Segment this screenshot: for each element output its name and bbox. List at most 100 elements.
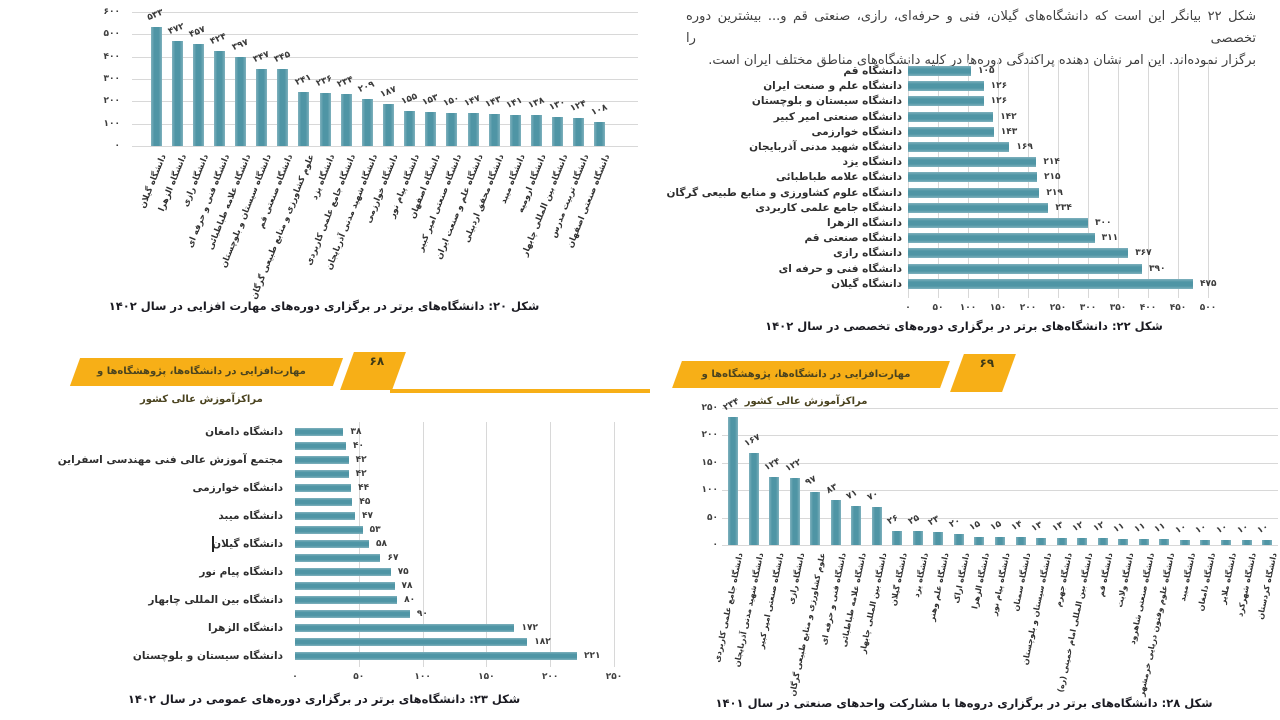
category-label: دانشگاه کردستان (1255, 552, 1279, 621)
chart-figure-23: شکل ۲۳: دانشگاه‌های برتر در برگزاری دوره… (0, 395, 648, 720)
page-69-number-badge: ۶۹ (950, 354, 1016, 392)
bar-value-label: ۱۲۴ (762, 456, 783, 474)
bar (235, 57, 247, 146)
chart-figure-22: شکل ۲۲: دانشگاه‌های برتر در برگزاری دوره… (648, 52, 1280, 352)
chart-figure-20: شکل ۲۰: دانشگاه‌های برتر در برگزاری دوره… (0, 0, 648, 352)
bar-value-label: ۱۶۹ (1016, 142, 1033, 152)
bar (1138, 538, 1149, 545)
bar (908, 142, 1010, 152)
bar (908, 263, 1142, 274)
figure-20-caption: شکل ۲۰: دانشگاه‌های برتر در برگزاری دوره… (108, 299, 540, 313)
bar-value-label: ۳۹۷ (230, 37, 250, 54)
bar-value-label: ۱۱ (1153, 521, 1168, 536)
bar (908, 81, 984, 92)
gridline (1178, 60, 1179, 298)
bar (277, 68, 289, 146)
gridline (1058, 60, 1059, 298)
bar (908, 202, 1049, 213)
bar-value-label: ۲۲۱ (583, 650, 601, 661)
y-axis-tick-label: ۱۵۰ (701, 457, 718, 468)
category-label: دانشگاه اراک (951, 552, 971, 605)
gridline (1088, 60, 1089, 298)
bar (361, 99, 373, 146)
x-axis-tick-label: ۲۰۰ (1019, 303, 1037, 313)
bar-value-label: ۷۵ (397, 566, 409, 577)
bar (425, 111, 437, 146)
bar-value-label: ۵۳ (369, 524, 381, 535)
bar (912, 531, 923, 545)
bar (295, 568, 391, 576)
bar-value-label: ۱۱ (1132, 521, 1148, 536)
bar (908, 278, 1193, 289)
x-axis-tick-label: ۵۰ (932, 303, 944, 313)
bar-value-label: ۱۳ (1050, 519, 1065, 534)
x-axis-tick-label: ۳۵۰ (1109, 303, 1127, 313)
bar-value-label: ۱۳ (1029, 519, 1045, 534)
row-label: دانشگاه خوارزمی (811, 125, 902, 138)
x-axis-tick-label: ۱۵۰ (478, 672, 495, 682)
bar (892, 530, 903, 545)
bar (908, 233, 1095, 244)
bar (319, 93, 331, 146)
gridline (1118, 60, 1119, 298)
bar (1200, 539, 1211, 545)
bar (769, 477, 780, 545)
bar-value-label: ۱۷۲ (521, 622, 538, 633)
bar-value-label: ۲۰۹ (357, 79, 377, 96)
bar-value-label: ۱۲ (1091, 520, 1106, 535)
y-axis-tick-label: ۰ (712, 540, 719, 550)
bar (830, 499, 841, 545)
gridline (550, 422, 552, 667)
bar (298, 92, 310, 146)
x-axis-tick-label: ۲۵۰ (605, 672, 623, 682)
gridline (722, 490, 1278, 492)
bar (171, 40, 183, 146)
row-label: دانشگاه الزهرا (826, 217, 902, 229)
row-label: دانشگاه سیستان و بلوچستان (132, 649, 283, 662)
y-axis-tick-label: ۶۰۰ (103, 7, 120, 18)
bar-value-label: ۱۰ (1173, 521, 1189, 536)
bar (295, 638, 528, 646)
bar-value-label: ۱۴۳ (484, 94, 504, 111)
bar-value-label: ۱۴۷ (462, 93, 483, 110)
bar-value-label: ۲۵ (906, 513, 922, 528)
page-68-banner: مهارت‌افزایی در دانشگاه‌ها، پژوهشگاه‌ها … (69, 358, 344, 405)
bar-value-label: ۴۷ (361, 510, 373, 521)
bar (908, 187, 1040, 198)
bar (908, 111, 994, 122)
gridline (132, 34, 638, 36)
bar-value-label: ۳۱۱ (1101, 233, 1119, 244)
gridline (1208, 60, 1209, 298)
bar (552, 116, 564, 146)
bar-value-label: ۲۱۴ (1043, 157, 1060, 168)
row-label: دانشگاه شهید مدنی آذربایجان (749, 141, 902, 153)
bar-value-label: ۴۵۷ (188, 24, 208, 41)
bar (1262, 539, 1273, 545)
page-69-number: ۶۹ (979, 356, 995, 370)
bar-value-label: ۱۳۰ (547, 97, 567, 114)
bar-value-label: ۳۴۵ (272, 49, 292, 66)
bar (748, 453, 759, 545)
bar-value-label: ۲۶ (886, 512, 901, 527)
figure-22-caption: شکل ۲۲: دانشگاه‌های برتر در برگزاری دوره… (765, 319, 1163, 333)
row-label: دانشگاه میبد (218, 509, 283, 522)
x-axis-tick-label: ۲۰۰ (541, 672, 559, 682)
bar-value-label: ۹۰ (416, 608, 428, 619)
bar (295, 526, 363, 534)
bar-value-label: ۲۱۵ (1044, 172, 1061, 183)
x-axis-tick-label: ۰ (905, 303, 911, 313)
row-label: دانشگاه دامغان (205, 425, 283, 438)
category-label: دانشگاه شهرکرد (1235, 552, 1259, 618)
bar-value-label: ۴۲ (355, 468, 367, 479)
bar (1036, 537, 1047, 545)
y-axis-tick-label: ۵۰۰ (103, 29, 120, 40)
bar (908, 66, 971, 76)
category-label: دانشگاه سمنان (1011, 552, 1033, 613)
bar (150, 26, 162, 146)
gridline (132, 56, 638, 58)
category-label: دانشگاه علم وهنر (926, 552, 951, 623)
row-label: دانشگاه فنی و حرفه ای (778, 262, 902, 275)
bar-value-label: ۱۵ (968, 518, 983, 533)
bar (295, 610, 410, 618)
